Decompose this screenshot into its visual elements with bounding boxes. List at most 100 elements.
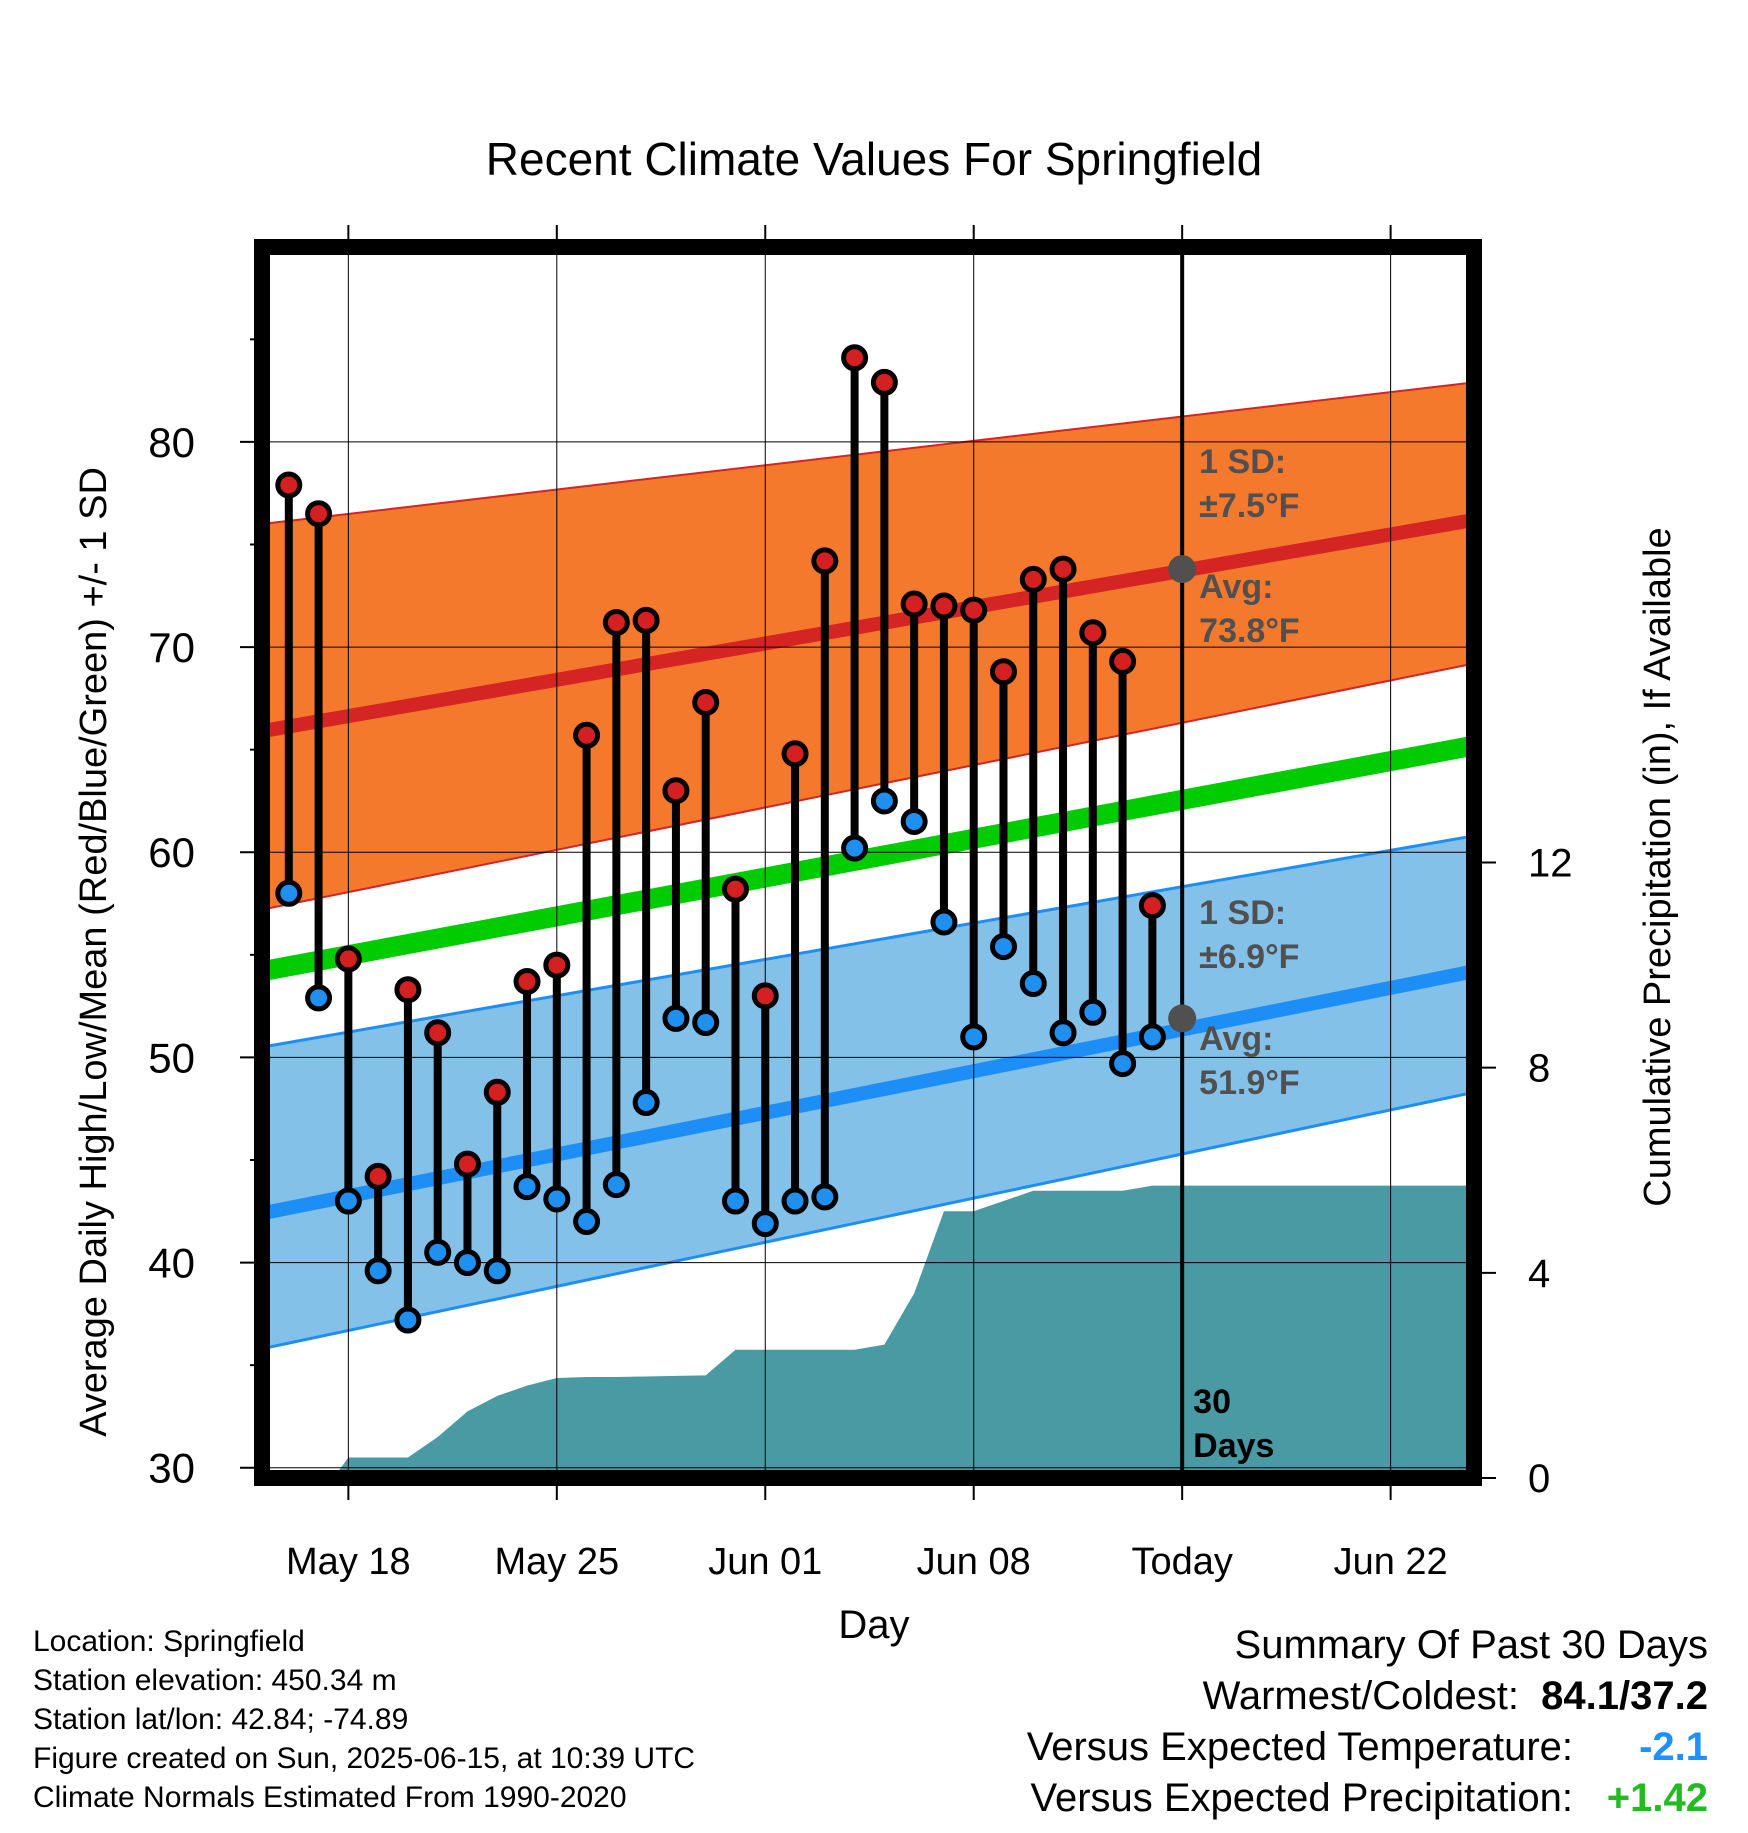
y-right-tick-label-3: 12 (1528, 842, 1573, 886)
daily-high-point-25 (1019, 565, 1047, 593)
daily-low-point-27 (1079, 998, 1107, 1026)
latlon-text: Station lat/lon: 42.84; -74.89 (33, 1703, 409, 1736)
y-left-tick-label-5: 80 (148, 419, 195, 466)
precipitation-area (262, 1185, 1474, 1478)
daily-low-point-17 (781, 1187, 809, 1215)
daily-low-point-21 (900, 807, 928, 835)
y-right-tick-label-2: 8 (1528, 1047, 1550, 1091)
daily-high-point-7 (483, 1078, 511, 1106)
daily-low-point-12 (632, 1089, 660, 1117)
station-info: Location: Springfield Station elevation:… (33, 1622, 695, 1817)
daily-low-point-1 (305, 984, 333, 1012)
daily-low-point-11 (602, 1171, 630, 1199)
daily-low-point-6 (453, 1249, 481, 1277)
low-sd-upper-line (261, 834, 1475, 1049)
daily-high-point-23 (960, 596, 988, 624)
y-right-tick-label-0: 0 (1528, 1457, 1550, 1501)
temperature-departure-label: Versus Expected Temperature: (1026, 1725, 1573, 1769)
daily-low-point-5 (424, 1238, 452, 1266)
low-avg-annotation-line2: 51.9°F (1199, 1064, 1300, 1102)
y-axis-label-right: Cumulative Precipitation (in), If Availa… (1637, 527, 1679, 1206)
elevation-text: Station elevation: 450.34 m (33, 1664, 397, 1697)
daily-low-point-18 (811, 1183, 839, 1211)
normals-text: Climate Normals Estimated From 1990-2020 (33, 1781, 627, 1814)
daily-low-point-4 (394, 1306, 422, 1334)
low-sd-lower-line (261, 1090, 1475, 1351)
temperature-departure-row: Versus Expected Temperature: -2.1 (1027, 1722, 1708, 1773)
y-left-tick-label-1: 40 (148, 1240, 195, 1287)
daily-high-point-16 (751, 982, 779, 1010)
days-annotation-line2: Days (1193, 1427, 1274, 1465)
daily-low-point-15 (721, 1187, 749, 1215)
daily-low-point-26 (1049, 1019, 1077, 1047)
daily-high-point-19 (841, 344, 869, 372)
daily-low-point-8 (513, 1173, 541, 1201)
high-sd-band (262, 382, 1474, 910)
daily-low-point-25 (1019, 970, 1047, 998)
plot-layers (240, 225, 1496, 1500)
chart-title: Recent Climate Values For Springfield (486, 133, 1262, 185)
daily-high-point-29 (1138, 892, 1166, 920)
daily-low-point-20 (870, 787, 898, 815)
daily-low-point-13 (662, 1004, 690, 1032)
daily-high-point-22 (930, 592, 958, 620)
today-high-normal-marker (1168, 555, 1197, 584)
low-sd-annotation-line1: 1 SD: (1199, 894, 1286, 932)
y-left-tick-label-4: 70 (148, 624, 195, 671)
daily-low-point-24 (989, 933, 1017, 961)
x-tick-label-1: May 25 (494, 1541, 619, 1583)
precipitation-departure-value: +1.42 (1606, 1776, 1708, 1820)
daily-high-point-4 (394, 976, 422, 1004)
daily-low-point-7 (483, 1257, 511, 1285)
daily-high-point-18 (811, 547, 839, 575)
daily-high-point-27 (1079, 619, 1107, 647)
daily-high-point-2 (334, 945, 362, 973)
daily-low-point-29 (1138, 1023, 1166, 1051)
daily-low-point-22 (930, 908, 958, 936)
daily-high-point-5 (424, 1019, 452, 1047)
y-left-tick-label-2: 50 (148, 1034, 195, 1081)
y-left-tick-label-0: 30 (148, 1445, 195, 1492)
daily-high-point-14 (692, 688, 720, 716)
daily-high-point-10 (573, 721, 601, 749)
high-sd-lower-line (261, 662, 1475, 911)
daily-high-point-11 (602, 608, 630, 636)
daily-low-point-0 (275, 879, 303, 907)
y-right-tick-label-1: 4 (1528, 1252, 1550, 1296)
daily-high-point-15 (721, 875, 749, 903)
daily-high-point-0 (275, 471, 303, 499)
daily-high-point-13 (662, 777, 690, 805)
daily-high-point-17 (781, 740, 809, 768)
x-tick-label-5: Jun 22 (1334, 1541, 1448, 1583)
daily-high-point-21 (900, 590, 928, 618)
low-sd-annotation-line2: ±6.9°F (1199, 938, 1299, 976)
x-tick-label-3: Jun 08 (917, 1541, 1031, 1583)
high-avg-annotation-line2: 73.8°F (1199, 612, 1300, 650)
daily-low-point-16 (751, 1210, 779, 1238)
daily-high-point-26 (1049, 555, 1077, 583)
daily-low-point-28 (1109, 1050, 1137, 1078)
daily-low-point-2 (334, 1187, 362, 1215)
temperature-departure-value: -2.1 (1639, 1725, 1708, 1769)
high-sd-annotation-line2: ±7.5°F (1199, 487, 1299, 525)
high-sd-upper-line (261, 381, 1475, 525)
daily-high-point-8 (513, 967, 541, 995)
days-annotation-line1: 30 (1193, 1383, 1231, 1421)
y-axis-label-left: Average Daily High/Low/Mean (Red/Blue/Gr… (73, 467, 115, 1437)
summary-heading: Summary Of Past 30 Days (1234, 1623, 1708, 1667)
daily-low-point-9 (543, 1185, 571, 1213)
daily-low-point-14 (692, 1009, 720, 1037)
daily-high-point-20 (870, 368, 898, 396)
warmest-coldest-label: Warmest/Coldest: (1202, 1674, 1519, 1718)
location-text: Location: Springfield (33, 1625, 305, 1658)
daily-low-point-19 (841, 834, 869, 862)
daily-low-point-3 (364, 1257, 392, 1285)
daily-low-point-23 (960, 1023, 988, 1051)
daily-high-point-24 (989, 658, 1017, 686)
today-low-normal-marker (1168, 1004, 1197, 1033)
high-average-line (260, 512, 1476, 739)
mean-average-line (260, 735, 1476, 982)
daily-high-point-12 (632, 606, 660, 634)
x-tick-label-0: May 18 (286, 1541, 411, 1583)
